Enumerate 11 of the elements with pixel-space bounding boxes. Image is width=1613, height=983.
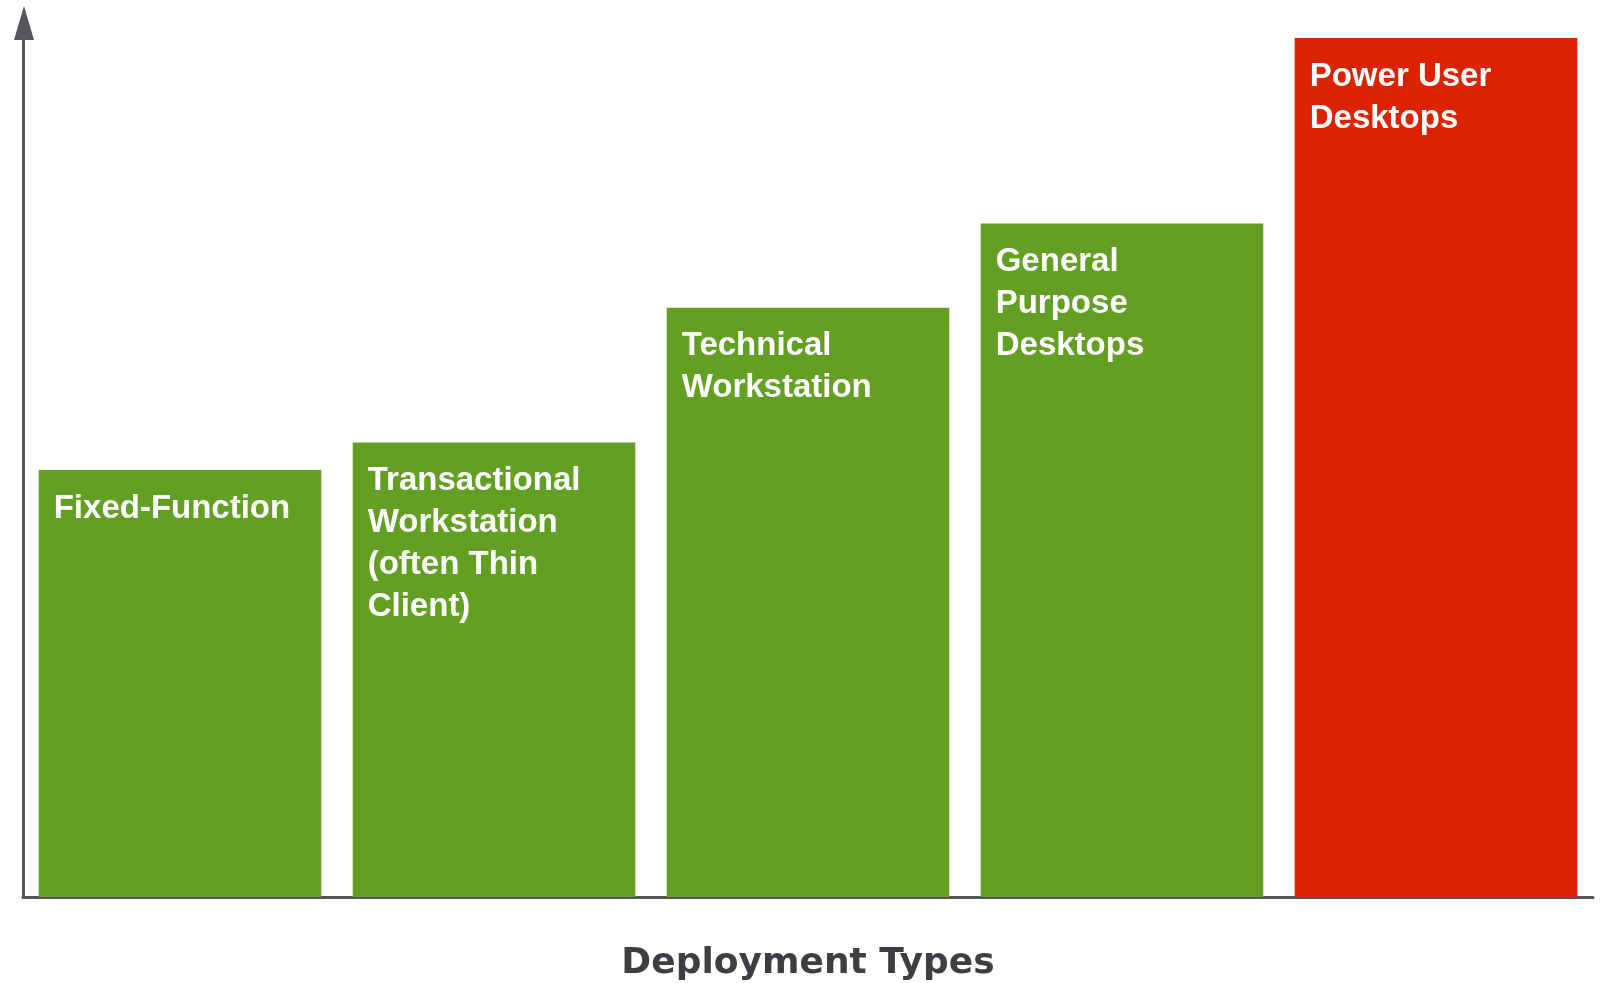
bar <box>1294 38 1578 897</box>
bar <box>666 307 950 897</box>
x-tick-label: General Purpose Desktops <box>995 241 1145 363</box>
x-tick-label: Power User Desktops <box>1309 55 1501 135</box>
x-tick-label: Transactional Workstation (often Thin Client) <box>367 460 590 624</box>
x-axis-title: Deployment Types <box>621 939 995 981</box>
bar <box>980 223 1264 897</box>
bar <box>352 442 636 897</box>
x-tick-label: Technical Workstation <box>681 325 872 405</box>
x-tick-label: Fixed-Function <box>53 487 291 525</box>
bar <box>38 470 322 897</box>
